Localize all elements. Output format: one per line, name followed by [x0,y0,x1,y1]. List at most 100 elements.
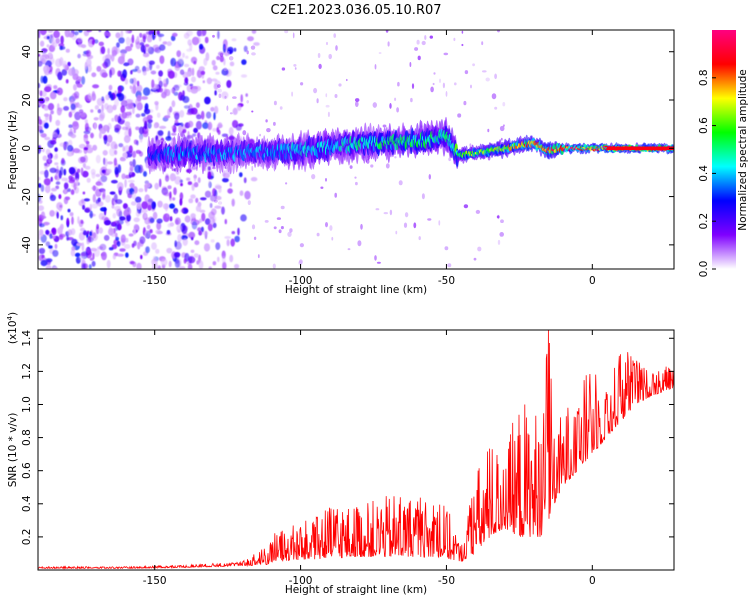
spectrogram-noise-blob [196,69,203,79]
spectrogram-noise-blob [210,107,215,112]
spectrogram-noise-blob [240,94,243,103]
spectrogram-noise-blob [129,78,134,84]
spectrogram-noise-blob [259,133,261,137]
spectrogram-noise-blob [199,209,206,213]
spectrogram-noise-blob [106,142,110,147]
spectrogram-noise-blob [193,174,197,182]
spectrogram-noise-blob [370,164,374,168]
spectrogram-noise-blob [89,210,93,219]
colorbar-tick-label: 0.0 [698,261,710,278]
spectrogram-noise-blob [77,37,83,44]
spectrogram-noise-blob [124,121,131,127]
spectrogram-noise-blob [122,69,127,78]
spectrogram-noise-blob [382,124,387,128]
spectrogram-noise-blob [48,245,53,249]
spectrogram-noise-blob [168,260,172,268]
spectrogram-noise-blob [114,150,118,155]
spectrogram-noise-blob [443,52,449,56]
spectrogram-y-label: Frequency (Hz) [7,110,19,189]
spectrogram-noise-blob [106,134,113,143]
spectrogram-noise-blob [325,178,327,182]
spectrogram-noise-blob [482,70,487,73]
spectrogram-noise-blob [444,246,449,251]
spectrogram-noise-blob [159,125,167,129]
spectrogram-noise-blob [222,170,226,177]
spectrogram-noise-blob [176,224,183,233]
spectrogram-noise-blob [203,57,208,66]
spectrogram-noise-blob [171,100,176,108]
spectrogram-noise-blob [205,111,212,119]
spectrogram-noise-blob [43,65,50,74]
spectrogram-noise-blob [114,114,119,123]
spectrogram-noise-blob [251,224,256,230]
spectrogram-noise-blob [429,35,433,39]
spectrogram-noise-blob [49,194,57,201]
spectrogram-noise-blob [86,144,89,149]
snr-multiplier-suffix: ) [7,312,19,316]
spectrogram-noise-blob [132,84,137,94]
spectrogram-noise-blob [96,223,99,230]
x-tick-label: 0 [589,575,596,587]
spectrogram-noise-blob [95,154,101,164]
spectrogram-noise-blob [165,136,172,141]
spectrogram-noise-blob [77,104,83,109]
spectrogram-noise-blob [374,64,377,70]
spectrogram-noise-blob [217,84,221,88]
spectrogram-noise-blob [195,197,199,204]
spectrogram-noise-blob [320,186,324,189]
spectrogram-noise-blob [318,63,322,69]
spectrogram-noise-blob [192,133,197,137]
spectrogram-noise-blob [103,135,108,145]
spectrogram-noise-blob [136,80,140,87]
spectrogram-noise-blob [45,258,53,263]
spectrogram-noise-blob [39,98,46,104]
spectrogram-noise-blob [187,120,194,128]
spectrogram-noise-blob [184,77,189,84]
spectrogram-noise-blob [100,46,106,55]
spectrogram-noise-blob [272,263,276,269]
spectrogram-noise-blob [38,53,41,57]
spectrogram-noise-blob [157,33,165,37]
spectrogram-noise-blob [92,193,97,203]
spectrogram-noise-blob [333,33,337,38]
spectrogram-noise-blob [182,237,188,246]
spectrogram-noise-blob [156,112,161,118]
spectrogram-noise-blob [251,165,254,172]
spectrogram-noise-blob [174,210,178,215]
spectrogram-noise-blob [67,68,76,76]
spectrogram-noise-blob [240,74,248,78]
spectrogram-noise-blob [159,55,165,64]
spectrogram-noise-blob [221,206,225,215]
spectrogram-noise-blob [190,107,198,115]
spectrogram-noise-blob [247,36,254,42]
spectrogram-noise-blob [197,132,201,139]
spectrogram-noise-blob [387,41,390,47]
spectrogram-noise-blob [128,145,133,154]
spectrogram-noise-blob [143,87,151,96]
spectrogram-noise-blob [222,177,229,183]
spectrogram-noise-blob [75,171,80,181]
spectrogram-noise-blob [375,208,380,211]
spectrogram-noise-blob [63,97,68,102]
spectrogram-noise-blob [117,182,124,191]
spectrogram-noise-blob [334,94,338,98]
spectrogram-noise-blob [147,122,152,129]
spectrogram-noise-blob [329,225,333,231]
spectrogram-noise-blob [108,247,114,251]
spectrogram-noise-blob [84,119,88,124]
spectrogram-noise-blob [202,230,209,236]
spectrogram-noise-blob [207,223,213,232]
spectrogram-noise-blob [84,208,90,213]
spectrogram-noise-blob [226,105,229,111]
spectrogram-noise-blob [226,80,232,88]
spectrogram-noise-blob [132,158,136,168]
spectrogram-noise-blob [100,175,108,183]
spectrogram-x-ticks: -150 -100 -50 0 [143,30,596,287]
spectrogram-noise-blob [136,84,143,93]
spectrogram-noise-blob [221,68,229,76]
spectrogram-noise-blob [182,208,189,214]
spectrogram-noise-blob [207,166,211,171]
spectrogram-noise-blob [195,205,202,212]
spectrogram-noise-blob [198,230,203,236]
spectrogram-noise-blob [102,124,110,132]
